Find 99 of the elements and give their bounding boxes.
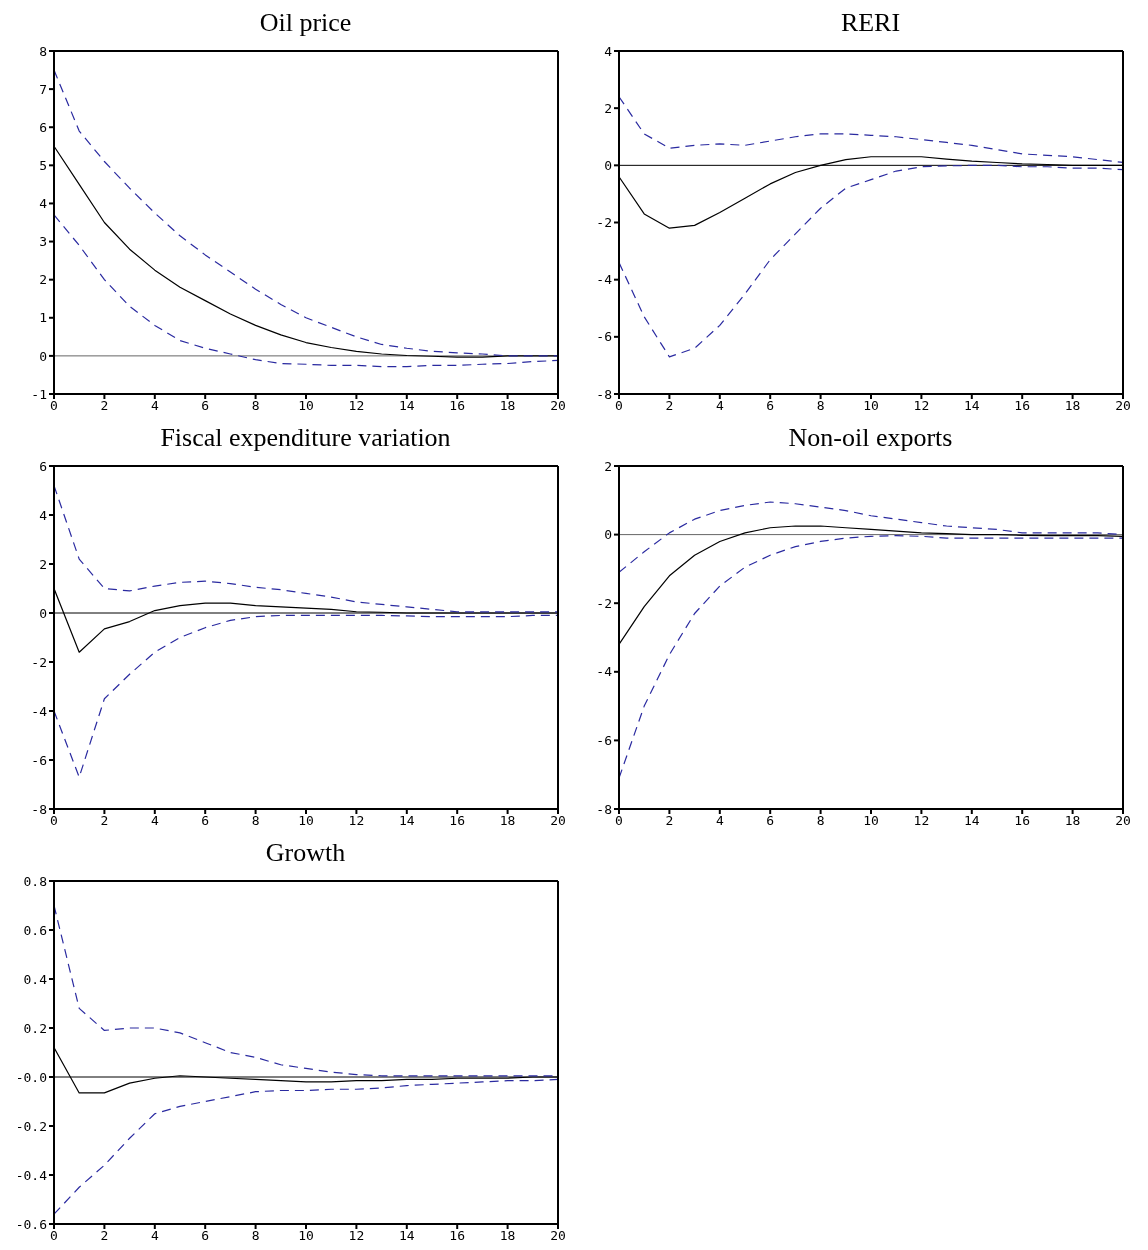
x-tick-label: 18 — [1064, 398, 1081, 414]
x-tick-label: 2 — [100, 813, 109, 829]
y-tick-label: 0 — [604, 527, 612, 543]
y-tick-label: -2 — [31, 654, 47, 670]
y-tick-label: -4 — [31, 703, 48, 719]
chart-title: Oil price — [258, 8, 353, 39]
x-tick-label: 0 — [50, 398, 58, 414]
y-tick-label: -4 — [596, 664, 613, 680]
y-tick-label: 5 — [39, 157, 47, 173]
y-tick-label: 4 — [39, 196, 48, 212]
x-tick-label: 6 — [766, 398, 775, 414]
x-tick-label: 18 — [499, 813, 516, 829]
x-tick-label: 8 — [816, 398, 825, 414]
y-tick-label: 2 — [604, 100, 612, 116]
x-tick-label: 18 — [499, 1228, 516, 1244]
x-tick-label: 6 — [201, 398, 210, 414]
x-tick-label: 14 — [398, 813, 415, 829]
x-tick-label: 14 — [963, 813, 980, 829]
x-tick-label: 18 — [1064, 813, 1081, 829]
x-tick-label: 0 — [50, 813, 58, 829]
x-tick-label: 14 — [398, 398, 415, 414]
y-tick-label: 4 — [39, 507, 48, 523]
y-tick-label: 0.8 — [23, 873, 47, 889]
y-tick-label: -4 — [596, 272, 613, 288]
x-tick-label: 20 — [550, 1228, 566, 1244]
x-tick-label: 14 — [963, 398, 980, 414]
y-tick-label: -2 — [596, 595, 612, 611]
y-tick-label: 2 — [39, 272, 47, 288]
x-tick-label: 14 — [398, 1228, 415, 1244]
x-tick-label: 10 — [298, 398, 314, 414]
x-tick-label: 20 — [550, 398, 566, 414]
x-tick-label: 4 — [150, 1228, 159, 1244]
x-tick-label: 6 — [766, 813, 775, 829]
x-tick-label: 10 — [863, 398, 879, 414]
y-tick-label: 2 — [604, 458, 612, 474]
chart-title: RERI — [839, 8, 902, 39]
y-tick-label: 1 — [39, 310, 47, 326]
y-tick-label: 0 — [604, 157, 612, 173]
chart-title: Growth — [264, 838, 347, 869]
x-tick-label: 12 — [348, 813, 365, 829]
x-tick-label: 20 — [1115, 398, 1131, 414]
y-tick-label: 0 — [39, 605, 47, 621]
x-tick-label: 16 — [449, 398, 466, 414]
x-tick-label: 0 — [615, 813, 623, 829]
x-tick-label: 6 — [201, 1228, 210, 1244]
x-tick-label: 4 — [715, 813, 724, 829]
y-tick-label: -0.4 — [15, 1167, 48, 1183]
x-tick-label: 2 — [665, 398, 674, 414]
x-tick-label: 8 — [816, 813, 825, 829]
x-tick-label: 20 — [1115, 813, 1131, 829]
y-tick-label: -0.0 — [15, 1069, 47, 1085]
y-tick-label: -8 — [31, 801, 47, 817]
x-tick-label: 6 — [201, 813, 210, 829]
x-tick-label: 10 — [298, 813, 314, 829]
y-tick-label: 0.6 — [23, 922, 47, 938]
x-tick-label: 12 — [348, 1228, 365, 1244]
chart-title: Non-oil exports — [787, 423, 954, 454]
y-tick-label: 6 — [39, 119, 47, 135]
x-tick-label: 0 — [615, 398, 623, 414]
x-tick-label: 2 — [665, 813, 674, 829]
y-tick-label: -8 — [596, 801, 612, 817]
x-tick-label: 18 — [499, 398, 516, 414]
x-tick-label: 16 — [1014, 398, 1031, 414]
x-tick-label: 12 — [348, 398, 365, 414]
y-tick-label: 0 — [39, 348, 47, 364]
y-tick-label: 4 — [604, 43, 613, 59]
x-tick-label: 4 — [150, 398, 159, 414]
y-tick-label: -8 — [596, 386, 612, 402]
x-tick-label: 2 — [100, 1228, 109, 1244]
x-tick-label: 2 — [100, 398, 109, 414]
y-tick-label: 3 — [39, 234, 47, 250]
x-tick-label: 20 — [550, 813, 566, 829]
y-tick-label: 0.2 — [23, 1020, 47, 1036]
y-tick-label: -0.2 — [15, 1118, 47, 1134]
y-tick-label: 6 — [39, 458, 47, 474]
x-tick-label: 4 — [150, 813, 159, 829]
x-tick-label: 10 — [863, 813, 879, 829]
y-tick-label: 7 — [39, 81, 47, 97]
y-tick-label: -1 — [31, 386, 47, 402]
y-tick-label: 2 — [39, 556, 47, 572]
x-tick-label: 16 — [449, 813, 466, 829]
x-tick-label: 16 — [1014, 813, 1031, 829]
y-tick-label: -6 — [31, 752, 47, 768]
x-tick-label: 8 — [251, 398, 260, 414]
x-tick-label: 12 — [913, 813, 930, 829]
y-tick-label: -6 — [596, 733, 612, 749]
y-tick-label: 0.4 — [23, 971, 48, 987]
x-tick-label: 8 — [251, 813, 260, 829]
y-tick-label: -0.6 — [15, 1216, 47, 1232]
y-tick-label: -2 — [596, 215, 612, 231]
x-tick-label: 8 — [251, 1228, 260, 1244]
chart-title: Fiscal expenditure variation — [159, 423, 452, 454]
x-tick-label: 12 — [913, 398, 930, 414]
y-tick-label: 8 — [39, 43, 47, 59]
x-tick-label: 16 — [449, 1228, 466, 1244]
x-tick-label: 0 — [50, 1228, 58, 1244]
x-tick-label: 10 — [298, 1228, 314, 1244]
y-tick-label: -6 — [596, 329, 612, 345]
x-tick-label: 4 — [715, 398, 724, 414]
